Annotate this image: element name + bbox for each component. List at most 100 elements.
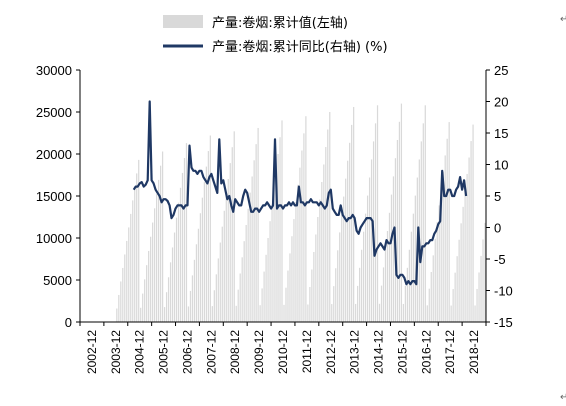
bar [193,259,196,322]
bar [213,290,215,322]
right-tick-label: -5 [494,252,506,267]
bar [313,252,315,322]
right-tick-label: 15 [494,126,508,141]
bar [179,187,182,322]
bar [361,249,363,322]
bar [297,184,299,322]
bar [154,208,156,322]
bar [269,221,271,322]
bar [124,254,126,322]
bar [295,201,297,322]
x-tick-label: 2010-12 [276,330,290,374]
x-tick-label: 2018-12 [467,330,481,374]
right-tick-label: -15 [494,315,513,330]
left-tick-label: 10000 [36,231,72,246]
bar [428,288,430,322]
legend: 产量:卷烟:累计值(左轴) 产量:卷烟:累计同比(右轴) (%) [163,15,388,55]
bar [333,286,335,322]
bar [343,196,345,322]
bar [144,279,146,322]
bar [446,138,448,322]
bar [183,157,186,322]
bar [169,262,172,322]
bar [237,289,239,322]
right-tick-label: -10 [494,284,513,299]
bar [271,204,273,322]
bar [309,287,311,322]
bar [426,305,428,322]
bar [315,234,317,322]
series-line [132,100,468,286]
bar [404,285,407,322]
bar [370,159,373,322]
bar [235,305,237,322]
x-tick-label: 2004-12 [133,330,147,374]
left-tick-label: 15000 [36,189,72,204]
bar [366,195,369,322]
bar [158,179,160,322]
bar [257,127,259,323]
x-tick-label: 2005-12 [157,330,171,374]
bar [159,165,162,322]
x-tick-label: 2015-12 [395,330,409,374]
bar [275,170,277,322]
bar [327,129,329,322]
bar [478,272,480,322]
bar [331,304,333,322]
bar [329,112,331,322]
bar [251,176,253,322]
bar [132,200,134,322]
paragraph-mark: ↵ [560,14,566,25]
bar [259,305,261,322]
bar [386,231,389,322]
left-tick-label: 20000 [36,147,72,162]
bar [442,172,444,322]
bar [215,274,217,322]
bar [323,164,325,322]
bar [472,124,474,322]
bar [464,190,466,322]
bar [227,178,229,322]
bar [130,213,132,322]
bar [430,272,432,322]
bar [448,122,450,322]
bar [205,166,207,322]
right-tick-label: 20 [494,95,508,110]
bar [165,292,168,322]
bar [390,194,393,322]
bar [161,151,164,322]
bar [239,273,241,322]
bar [305,116,307,322]
bar [436,222,438,322]
right-tick-label: 5 [494,189,501,204]
bar [221,226,223,322]
bar [434,238,436,322]
bar [163,307,166,322]
axes: 0 5000 10000 15000 20000 25000 30000 -15 -10 -5 0 5… [36,63,513,374]
bar [456,256,458,322]
bar [148,250,150,322]
bar [128,227,130,322]
bar [245,224,247,322]
bar [339,232,341,322]
bar [311,269,313,322]
bar [283,304,285,322]
bar [357,285,359,322]
bar [384,249,387,322]
bar [317,217,319,322]
legend-label-line: 产量:卷烟:累计同比(右轴) (%) [212,39,388,55]
bar [187,306,190,322]
bar [171,247,174,322]
paragraph-mark: ↵ [560,392,566,403]
bar [267,238,269,322]
x-tick-label: 2014-12 [372,330,386,374]
bar [319,199,321,322]
right-tick-label: 25 [494,63,508,78]
x-tick-label: 2011-12 [300,330,314,373]
bar [289,253,291,322]
bar [368,177,371,322]
bar [189,290,192,322]
bar [396,140,399,322]
bar [321,182,323,322]
